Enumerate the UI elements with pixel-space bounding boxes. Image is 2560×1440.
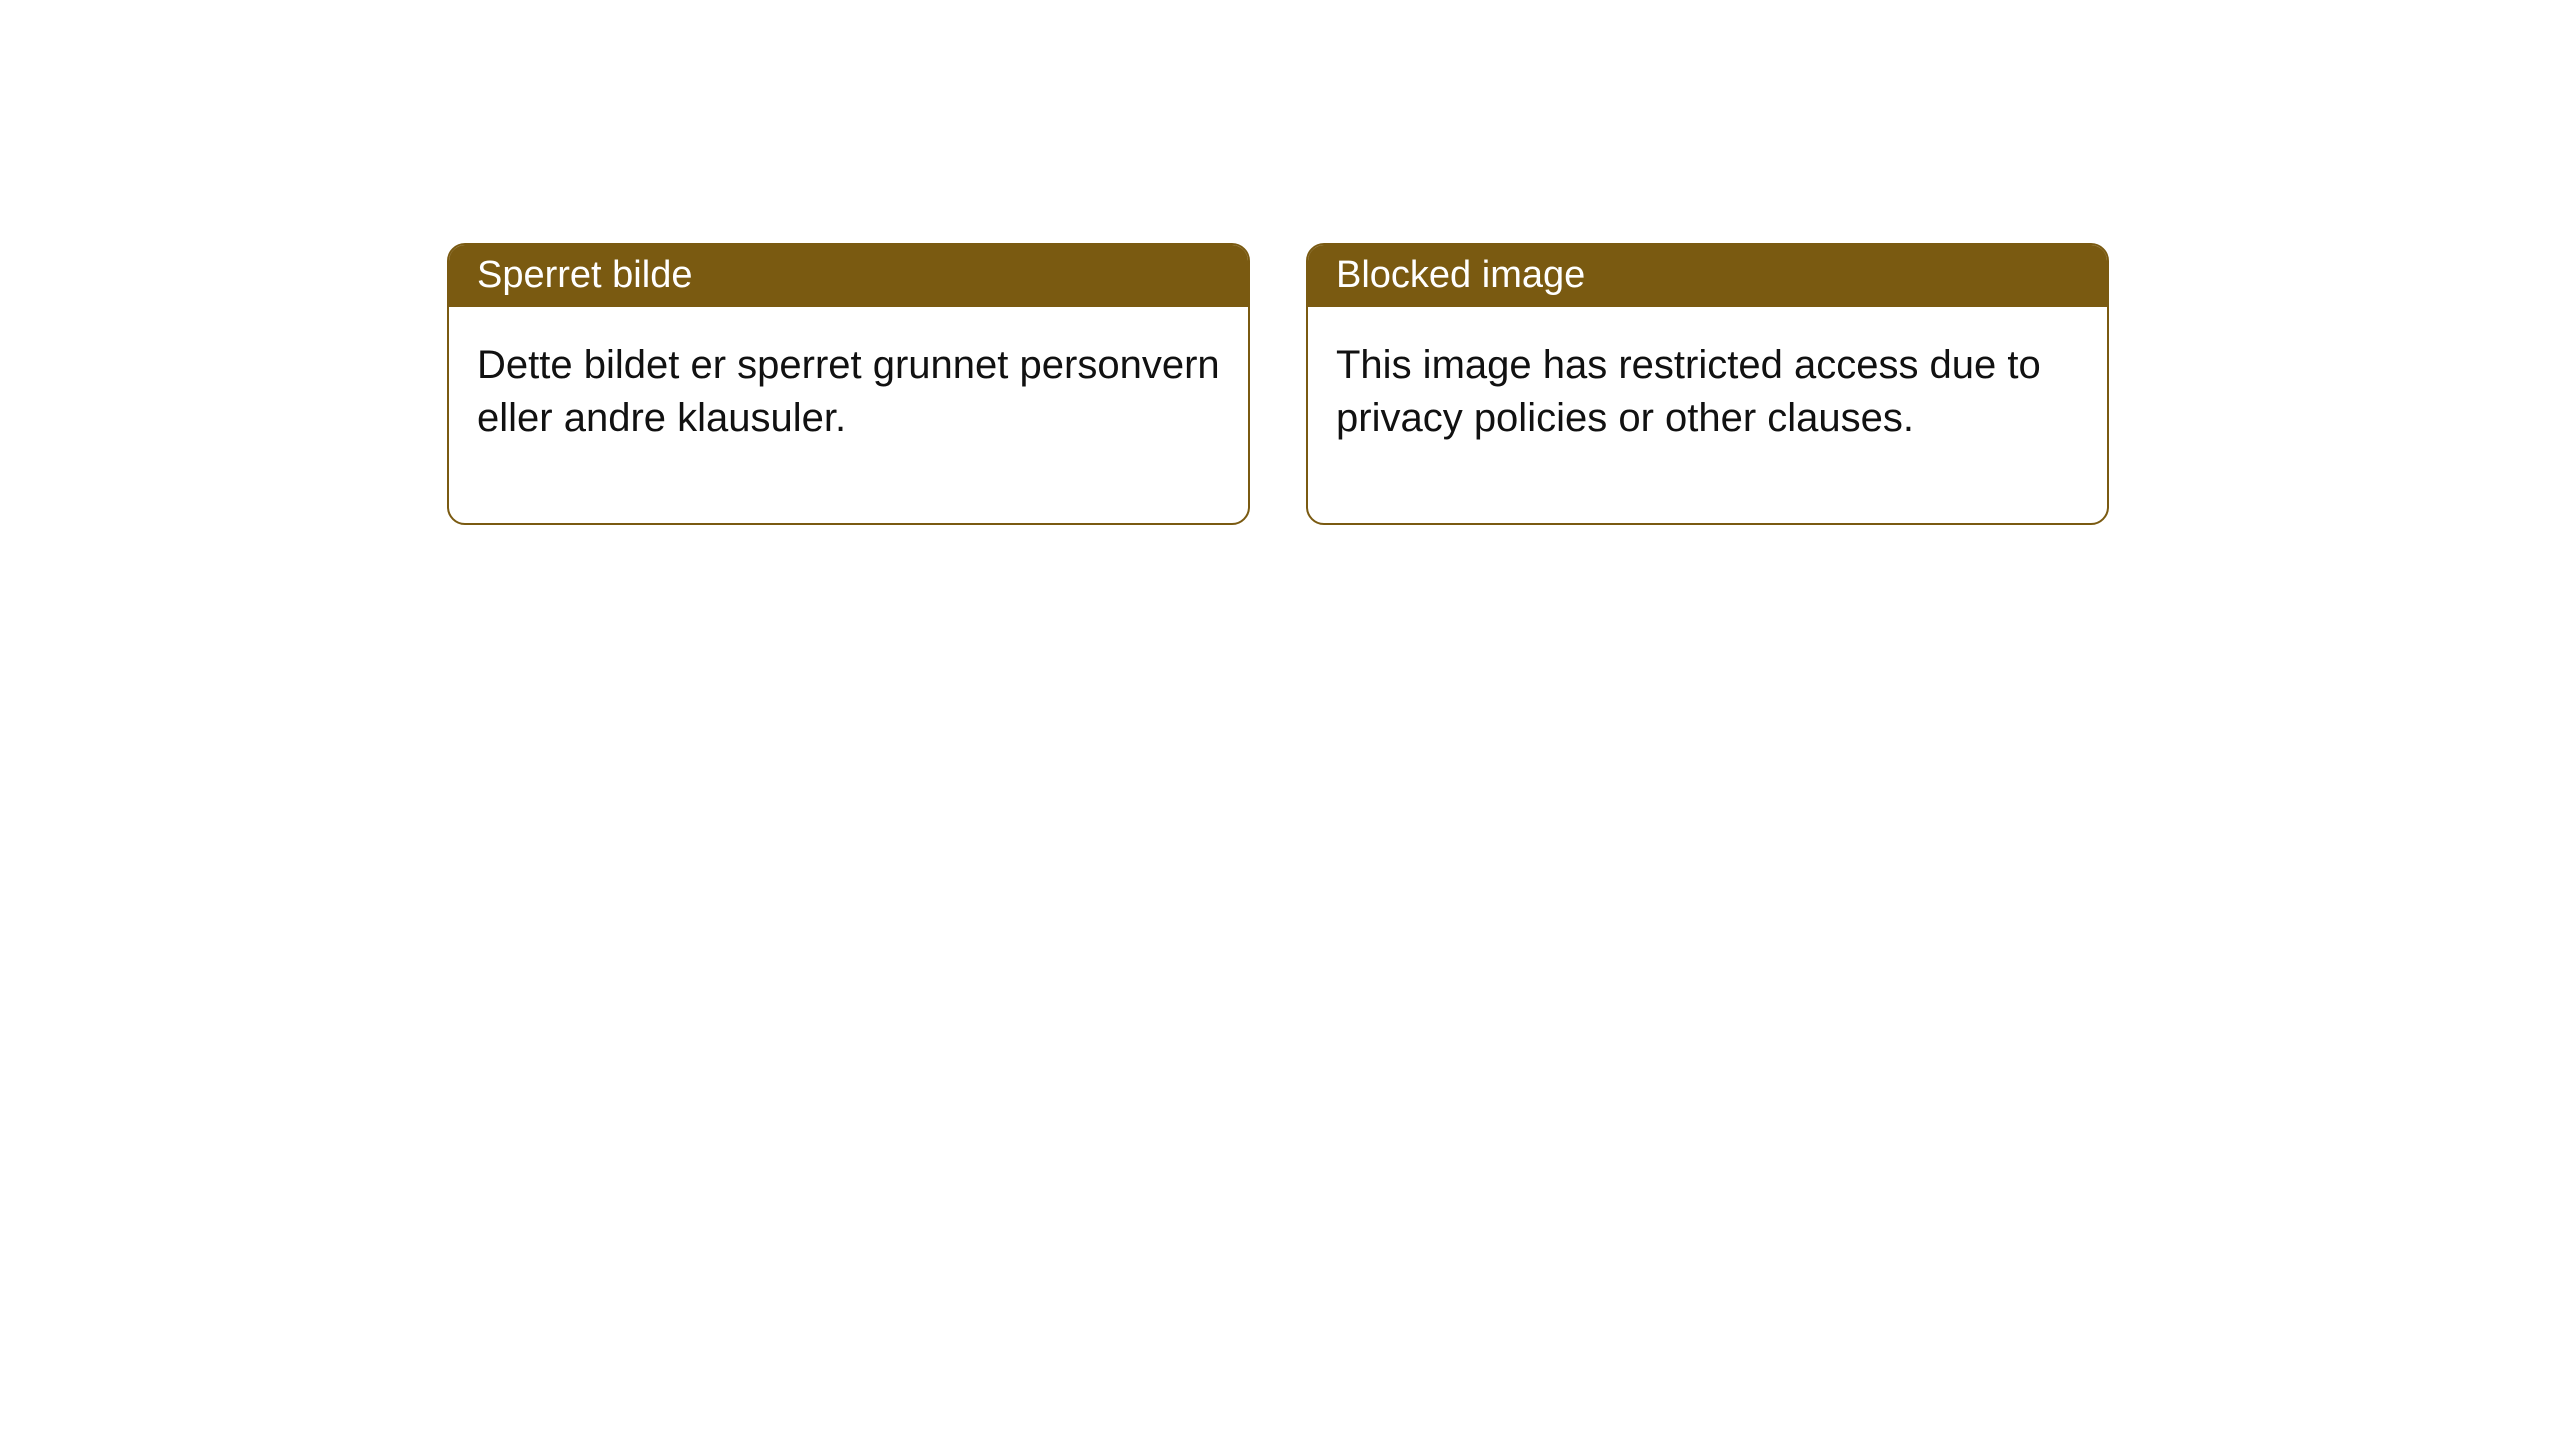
notice-cards-container: Sperret bilde Dette bildet er sperret gr… <box>447 243 2109 525</box>
blocked-image-card-english: Blocked image This image has restricted … <box>1306 243 2109 525</box>
card-title-norwegian: Sperret bilde <box>477 254 692 296</box>
card-body-english: This image has restricted access due to … <box>1308 307 2107 523</box>
card-header-english: Blocked image <box>1308 245 2107 307</box>
card-title-english: Blocked image <box>1336 254 1585 296</box>
blocked-image-card-norwegian: Sperret bilde Dette bildet er sperret gr… <box>447 243 1250 525</box>
card-body-norwegian: Dette bildet er sperret grunnet personve… <box>449 307 1248 523</box>
card-message-norwegian: Dette bildet er sperret grunnet personve… <box>477 343 1220 440</box>
card-header-norwegian: Sperret bilde <box>449 245 1248 307</box>
card-message-english: This image has restricted access due to … <box>1336 343 2041 440</box>
